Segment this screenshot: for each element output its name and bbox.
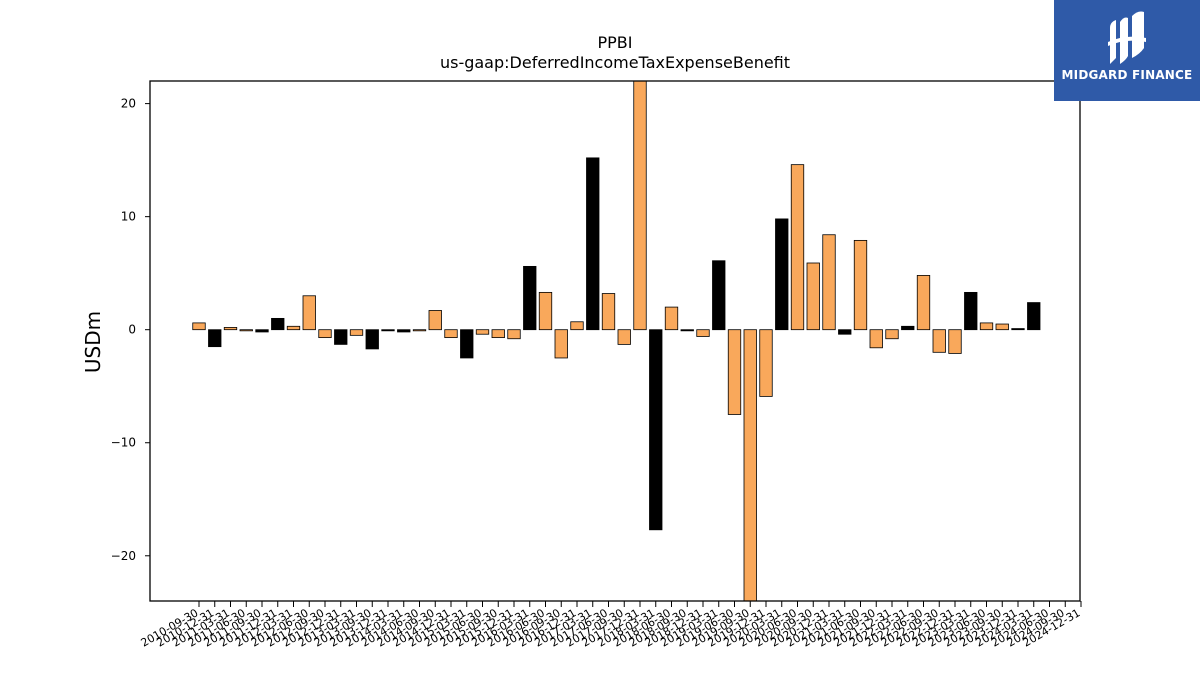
bar-2016-03-31 (523, 265, 537, 331)
bar-2010-12-31 (208, 329, 222, 348)
bar-2021-03-31 (838, 329, 852, 335)
bar-2015-09-30 (491, 329, 505, 339)
bar-2017-09-30 (617, 329, 631, 345)
bar-2020-12-31 (822, 234, 836, 331)
bar-2013-09-30 (365, 329, 379, 350)
bar-2020-03-31 (775, 218, 789, 331)
bar-2010-09-30 (192, 322, 206, 331)
bar-2012-06-30 (302, 295, 316, 331)
bar-2023-06-30 (979, 322, 994, 331)
bar-2014-12-31 (444, 329, 458, 339)
bar-2011-06-30 (239, 329, 253, 332)
bar-2014-03-31 (397, 329, 411, 333)
bar-2014-09-30 (428, 310, 442, 331)
bar-2022-03-31 (901, 325, 915, 331)
y-tick-label: 10 (121, 210, 136, 224)
bar-2021-09-30 (869, 329, 883, 349)
bars-group (192, 80, 1041, 602)
bar-2022-06-30 (916, 275, 931, 331)
bar-2023-09-30 (995, 323, 1009, 331)
bar-2016-06-30 (538, 291, 553, 331)
bar-2019-03-31 (712, 260, 726, 331)
bar-2018-09-30 (680, 329, 694, 332)
bar-2023-12-31 (1011, 328, 1025, 331)
bar-2022-09-30 (932, 329, 946, 353)
bar-2016-12-31 (570, 321, 584, 331)
bar-2015-06-30 (475, 329, 490, 335)
y-tick-label: −10 (111, 436, 136, 450)
bar-2012-03-31 (286, 325, 301, 331)
y-axis-ticks: −20 −10 0 10 20 (111, 97, 150, 563)
bar-2015-03-31 (460, 329, 474, 359)
bar-2021-12-31 (885, 329, 899, 340)
bar-2020-06-30 (790, 164, 805, 331)
bar-2015-12-31 (507, 329, 521, 340)
x-axis-ticks: 2010-09-302010-12-312011-03-312011-06-30… (139, 601, 1083, 650)
bar-2013-12-31 (381, 329, 395, 332)
y-tick-label: −20 (111, 549, 136, 563)
y-tick-label: 0 (128, 323, 136, 337)
y-tick-label: 20 (121, 97, 136, 111)
bar-2012-09-30 (318, 329, 332, 339)
bar-2017-03-31 (586, 157, 600, 331)
bar-2011-09-30 (255, 329, 269, 333)
bar-2012-12-31 (334, 329, 348, 345)
plot-frame (149, 80, 1081, 602)
chart-subtitle: us-gaap:DeferredIncomeTaxExpenseBenefit (440, 53, 790, 72)
bar-2018-12-31 (696, 329, 710, 337)
logo-brand-text: MIDGARD FINANCE (1061, 68, 1193, 82)
chart-title: PPBI (598, 33, 633, 52)
bar-2024-03-31 (1027, 302, 1041, 331)
bar-2023-03-31 (964, 291, 978, 331)
bar-2022-12-31 (948, 329, 962, 354)
bar-2018-06-30 (664, 306, 679, 331)
bar-2017-12-31 (633, 80, 647, 331)
y-axis-label: USDm (81, 311, 105, 373)
bar-2013-03-31 (349, 329, 364, 336)
bar-2020-09-30 (806, 262, 820, 331)
bar-2019-09-30 (743, 329, 757, 602)
bar-2016-09-30 (554, 329, 568, 359)
midgard-logo-icon (1108, 11, 1146, 64)
bar-2014-06-30 (412, 329, 427, 332)
bar-2019-12-31 (759, 329, 773, 397)
bar-2021-06-30 (853, 239, 868, 331)
bar-2017-06-30 (601, 293, 616, 331)
bar-2019-06-30 (727, 329, 742, 415)
bar-2011-12-31 (271, 317, 285, 331)
midgard-finance-logo: MIDGARD FINANCE (1054, 0, 1200, 101)
bar-2011-03-31 (223, 327, 238, 331)
bar-2018-03-31 (649, 329, 663, 531)
